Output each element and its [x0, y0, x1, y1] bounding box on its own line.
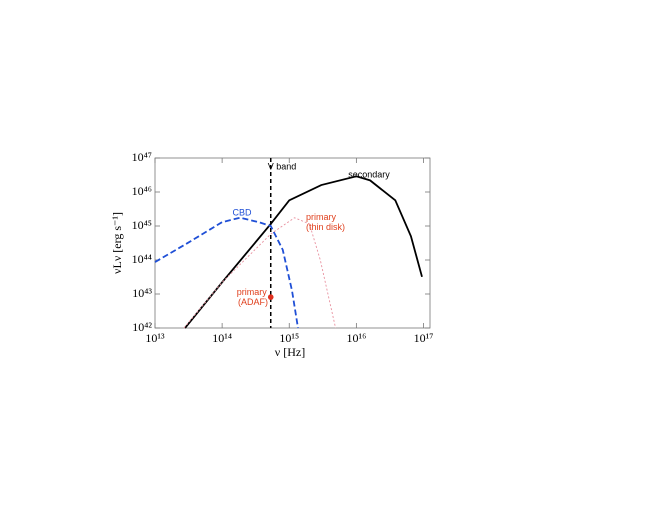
series-label: CBD	[232, 207, 252, 217]
v-band-label: V band	[268, 161, 297, 171]
y-tick-label: 10⁴⁴	[132, 252, 152, 266]
y-axis-label: νLν [erg s⁻¹]	[110, 212, 124, 274]
x-tick-label: 10¹⁴	[212, 331, 232, 345]
series-label-line: primary	[306, 212, 339, 222]
plot-frame	[154, 157, 431, 329]
x-tick-label: 10¹⁶	[346, 331, 366, 345]
data-point	[267, 294, 274, 300]
series-label-line: (thin disk)	[306, 222, 345, 232]
series-line	[183, 217, 337, 329]
y-tick-label: 10⁴⁵	[132, 218, 152, 232]
x-tick-label: 10¹⁵	[279, 331, 299, 345]
y-tick-label: 10⁴³	[132, 286, 152, 300]
series-label: secondary	[348, 169, 390, 179]
series-label-line: (ADAF)	[238, 297, 268, 307]
x-axis-label: ν [Hz]	[275, 345, 305, 359]
series-line	[184, 175, 423, 329]
series-label: primary (ADAF)	[237, 287, 270, 307]
series-line	[154, 216, 299, 329]
x-tick-label: 10¹⁷	[414, 331, 434, 345]
y-tick-label: 10⁴⁷	[132, 150, 152, 164]
series-label: primary (thin disk)	[306, 212, 345, 232]
y-tick-label: 10⁴²	[132, 320, 152, 334]
series-label-line: primary	[237, 287, 270, 297]
x-tick-label: 10¹³	[145, 331, 165, 345]
y-tick-label: 10⁴⁶	[132, 184, 152, 198]
